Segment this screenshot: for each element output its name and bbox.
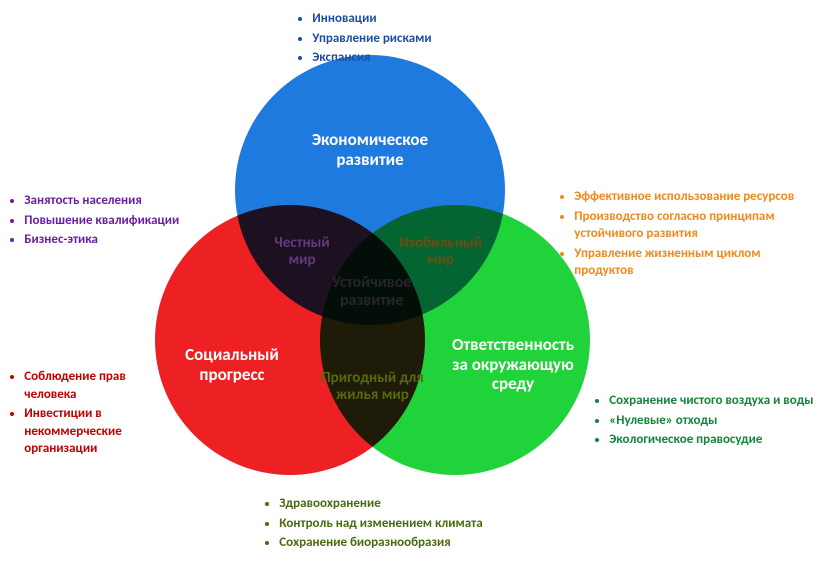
overlap-label-fair-world: Честный мир [242, 235, 362, 270]
bullet-item: Бизнес-этика [24, 231, 220, 249]
bullet-item: Сохранение чистого воздуха и воды [609, 392, 820, 410]
overlap-label-abundant-world: Изобильный мир [376, 235, 506, 270]
circle-label-economic: Экономическое развитие [270, 130, 470, 169]
bullets-economic: Инновации Управление рискамиЭкспансия [298, 10, 558, 69]
overlap-label-sustainable-dev: Устойчивое развитие [302, 274, 442, 311]
bullets-environmental: Сохранение чистого воздуха и воды «Нулевы… [595, 392, 820, 451]
bullet-item: Управление жизненным циклом продуктов [574, 245, 822, 280]
bullet-item: Инновации [312, 10, 558, 28]
bullet-item: Контроль над изменением климата [279, 515, 585, 533]
bullets-livable-world: Здравоохранение Контроль над изменением к… [265, 495, 585, 554]
bullet-item: Здравоохранение [279, 495, 585, 513]
bullet-item: Занятость населения [24, 192, 220, 210]
bullet-item: «Нулевые» отходы [609, 412, 820, 430]
bullets-social: Соблюдение прав человекаИнвестиции в нек… [10, 368, 180, 460]
bullet-item: Повышение квалификации [24, 212, 220, 230]
bullet-item: Экспансия [312, 49, 558, 67]
bullet-item: Инвестиции в некоммерческие организации [24, 405, 180, 458]
bullet-item: Соблюдение прав человека [24, 368, 180, 403]
bullet-item: Сохранение биоразнообразия [279, 534, 585, 552]
overlap-label-livable-world: Пригодный для жилья мир [293, 370, 453, 405]
bullets-fair-world: Занятость населения Повышение квалификаци… [10, 192, 220, 251]
bullet-item: Управление рисками [312, 30, 558, 48]
bullets-abundant-world: Эффективное использование ресурсов Произв… [560, 188, 822, 282]
venn-diagram: Экономическое развитие Социальный прогре… [0, 0, 827, 567]
bullet-item: Экологическое правосудие [609, 431, 820, 449]
bullet-item: Производство согласно принципам устойчив… [574, 208, 822, 243]
bullet-item: Эффективное использование ресурсов [574, 188, 822, 206]
